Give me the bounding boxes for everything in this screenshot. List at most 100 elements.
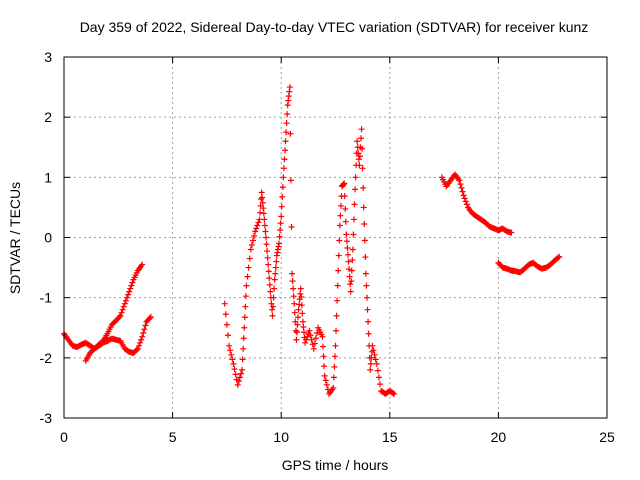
data-point-marker <box>367 366 374 373</box>
data-point-marker <box>312 335 319 342</box>
data-point-marker <box>139 261 146 268</box>
data-point-marker <box>332 342 339 349</box>
x-axis-label: GPS time / hours <box>282 457 389 473</box>
data-point-marker <box>348 278 355 285</box>
data-point-marker <box>299 318 306 325</box>
data-point-marker <box>252 228 259 235</box>
data-point-marker <box>360 204 367 211</box>
data-point-marker <box>330 374 337 381</box>
data-point-marker <box>297 290 304 297</box>
data-point-marker <box>461 195 468 202</box>
data-point-marker <box>291 300 298 307</box>
data-point-marker <box>300 323 307 330</box>
data-point-marker <box>120 303 127 310</box>
data-point-marker <box>321 363 328 370</box>
data-point-marker <box>341 193 348 200</box>
data-point-marker <box>303 336 310 343</box>
data-point-marker <box>272 270 279 277</box>
data-point-marker <box>555 254 562 261</box>
data-point-marker <box>229 356 236 363</box>
data-point-marker <box>276 240 283 247</box>
data-point-marker <box>375 374 382 381</box>
data-point-marker <box>349 257 356 264</box>
data-point-marker <box>370 347 377 354</box>
data-point-marker <box>343 231 350 238</box>
data-point-marker <box>255 219 262 226</box>
data-point-marker <box>294 321 301 328</box>
data-point-marker <box>230 360 237 367</box>
data-point-marker <box>283 120 290 127</box>
data-point-marker <box>344 245 351 252</box>
data-point-marker <box>263 241 270 248</box>
data-point-marker <box>241 324 248 331</box>
data-point-marker <box>336 237 343 244</box>
data-point-marker <box>276 233 283 240</box>
data-point-marker <box>310 345 317 352</box>
x-tick-label: 10 <box>273 429 289 445</box>
data-point-marker <box>331 363 338 370</box>
data-point-marker <box>299 310 306 317</box>
data-point-marker <box>224 332 231 339</box>
data-point-marker <box>242 303 249 310</box>
data-point-marker <box>244 273 251 280</box>
data-point-marker <box>260 210 267 217</box>
data-point-marker <box>356 153 363 160</box>
data-point-marker <box>253 225 260 232</box>
data-point-marker <box>298 293 305 300</box>
data-point-marker <box>308 336 315 343</box>
data-point-marker <box>359 165 366 172</box>
y-tick-label: -3 <box>40 410 53 426</box>
x-tick-label: 5 <box>169 429 177 445</box>
data-point-marker <box>245 264 252 271</box>
data-point-marker <box>287 130 294 137</box>
data-point-marker <box>345 258 352 265</box>
y-tick-label: 1 <box>44 169 52 185</box>
data-point-marker <box>365 330 372 337</box>
data-point-marker <box>238 370 245 377</box>
x-tick-label: 0 <box>60 429 68 445</box>
data-point-marker <box>335 267 342 274</box>
data-point-marker <box>121 300 128 307</box>
data-point-marker <box>278 213 285 220</box>
data-point-marker <box>333 312 340 319</box>
data-point-marker <box>134 345 141 352</box>
data-point-marker <box>284 111 291 118</box>
data-point-marker <box>331 353 338 360</box>
data-point-marker <box>391 390 398 397</box>
data-point-marker <box>126 288 133 295</box>
data-point-marker <box>277 226 284 233</box>
data-point-marker <box>319 333 326 340</box>
data-point-marker <box>283 129 290 136</box>
data-point-marker <box>377 381 384 388</box>
data-point-marker <box>356 162 363 169</box>
data-point-marker <box>261 222 268 229</box>
data-point-marker <box>266 275 273 282</box>
data-point-marker <box>235 378 242 385</box>
data-point-marker <box>280 174 287 181</box>
data-point-marker <box>147 313 154 320</box>
data-point-marker <box>223 321 230 328</box>
data-point-marker <box>268 306 275 313</box>
data-point-marker <box>463 201 470 208</box>
data-point-marker <box>330 384 337 391</box>
data-point-marker <box>369 342 376 349</box>
data-point-marker <box>221 300 228 307</box>
data-point-marker <box>281 156 288 163</box>
data-point-marker <box>360 184 367 191</box>
data-point-marker <box>232 371 239 378</box>
data-point-marker <box>116 313 123 320</box>
data-point-marker <box>459 188 466 195</box>
data-point-marker <box>137 339 144 346</box>
y-tick-label: 2 <box>44 109 52 125</box>
data-point-marker <box>280 165 287 172</box>
data-point-marker <box>231 366 238 373</box>
data-point-marker <box>248 242 255 249</box>
series-mid-a <box>221 84 398 397</box>
data-point-marker <box>337 212 344 219</box>
data-point-marker <box>282 147 289 154</box>
data-point-marker <box>146 315 153 322</box>
data-point-marker <box>337 202 344 209</box>
data-point-marker <box>302 339 309 346</box>
data-point-marker <box>239 356 246 363</box>
data-point-marker <box>295 314 302 321</box>
